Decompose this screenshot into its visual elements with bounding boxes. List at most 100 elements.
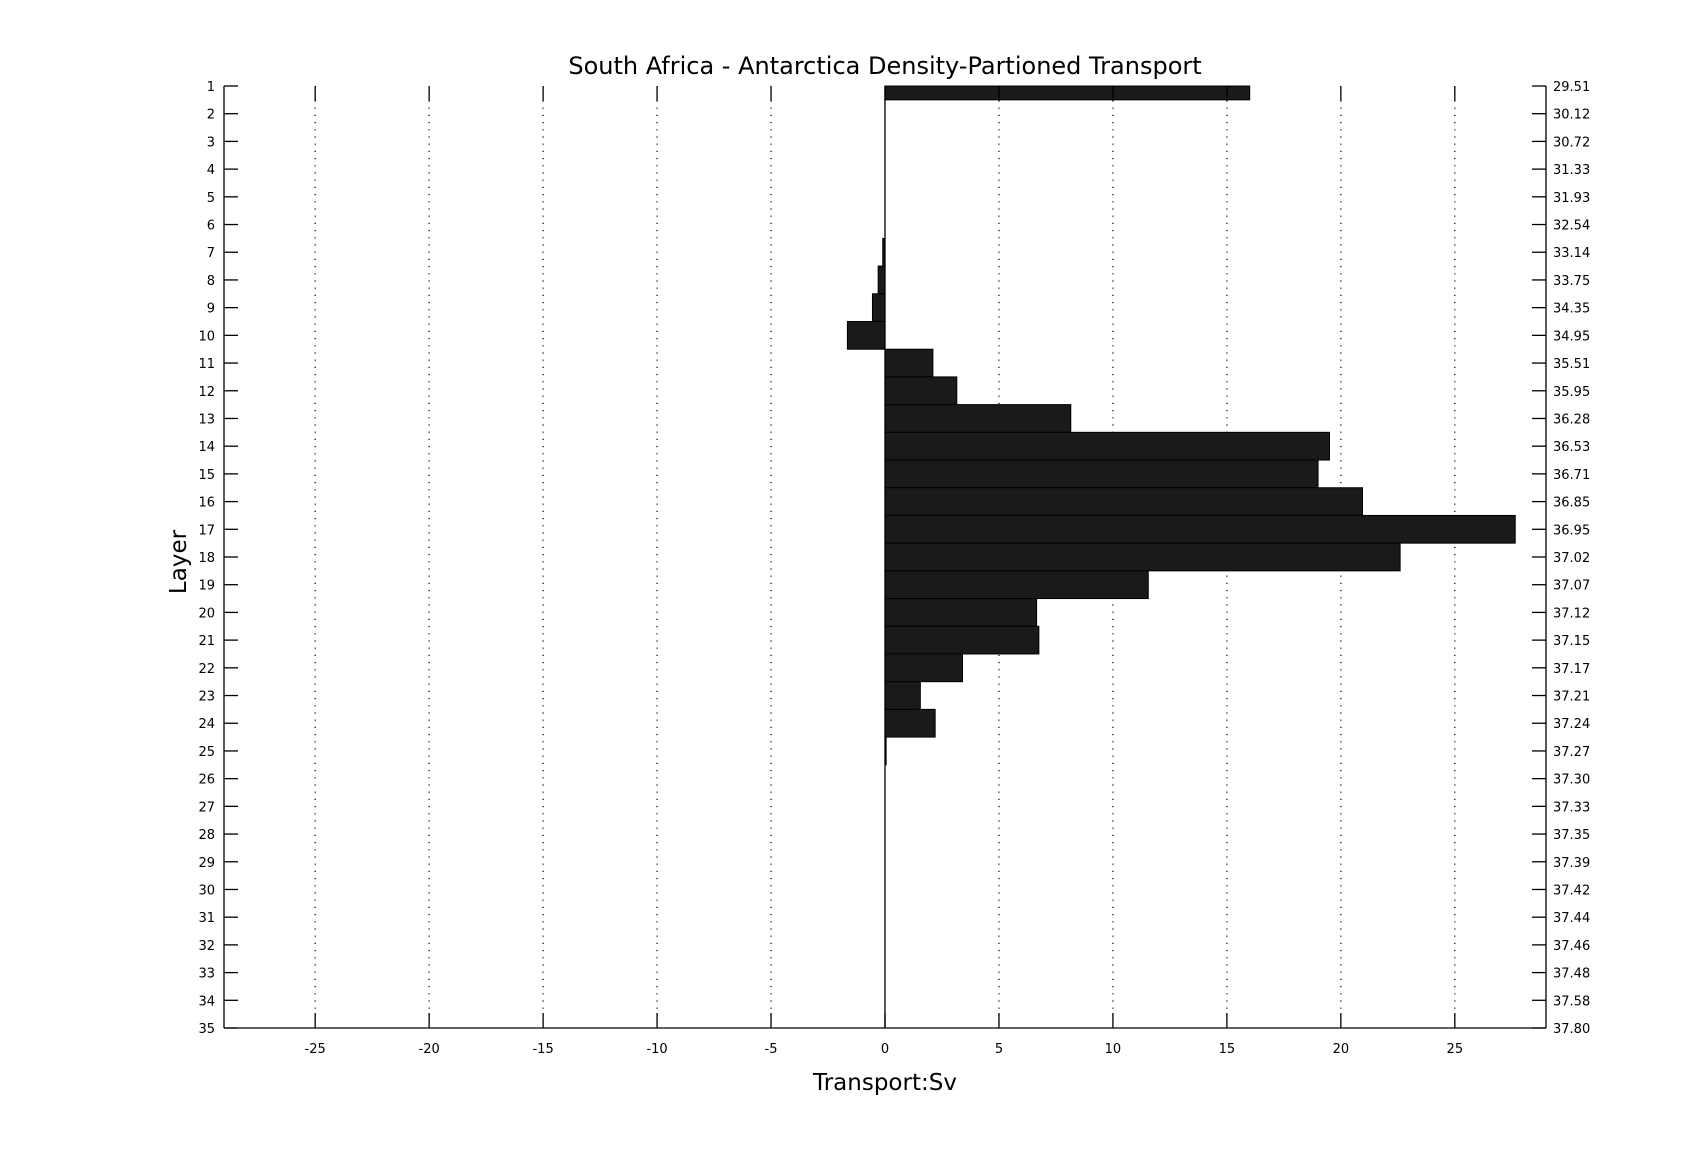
right-axis-label: 34.35 bbox=[1553, 302, 1590, 317]
y-tick-label: 26 bbox=[198, 773, 215, 788]
right-axis-label: 36.85 bbox=[1553, 496, 1590, 511]
bar-layer-15 bbox=[884, 459, 1319, 489]
grid bbox=[314, 86, 1456, 1028]
x-axis-label: Transport:Sv bbox=[812, 1070, 957, 1096]
y-tick-label: 21 bbox=[198, 634, 215, 649]
bar-layer-23 bbox=[884, 681, 921, 710]
x-tick-label: 10 bbox=[1105, 1042, 1122, 1057]
y-tick-label: 23 bbox=[198, 690, 215, 705]
y-tick-label: 35 bbox=[198, 1022, 215, 1037]
right-axis-label: 31.93 bbox=[1553, 191, 1590, 206]
y-tick-label: 11 bbox=[198, 357, 215, 372]
y-tick-label: 18 bbox=[198, 551, 215, 566]
y-tick-label: 5 bbox=[207, 191, 215, 206]
bar-layer-14 bbox=[884, 431, 1330, 461]
right-axis-label: 37.80 bbox=[1553, 1022, 1590, 1037]
y-tick-label: 30 bbox=[198, 883, 215, 898]
right-axis-label: 37.39 bbox=[1553, 856, 1590, 871]
bar-layer-20 bbox=[884, 598, 1038, 627]
y-tick-label: 17 bbox=[198, 523, 215, 538]
y-tick-label: 24 bbox=[198, 717, 215, 732]
y-tick-label: 34 bbox=[198, 994, 215, 1009]
bar-layer-10 bbox=[846, 321, 886, 350]
right-axis-label: 37.12 bbox=[1553, 606, 1590, 621]
bar-layer-21 bbox=[884, 625, 1040, 655]
y-tick-label: 4 bbox=[207, 163, 215, 178]
y-tick-label: 16 bbox=[198, 496, 215, 511]
right-axis-label: 37.35 bbox=[1553, 828, 1590, 843]
y-tick-label: 28 bbox=[198, 828, 215, 843]
x-tick-label: -5 bbox=[765, 1042, 778, 1057]
x-tick-label: -25 bbox=[305, 1042, 326, 1057]
y-tick-label: 3 bbox=[207, 135, 215, 150]
y-tick-label: 33 bbox=[198, 967, 215, 982]
right-axis-label: 37.07 bbox=[1553, 579, 1590, 594]
bar-layer-17 bbox=[884, 514, 1516, 544]
x-tick-label: -20 bbox=[419, 1042, 440, 1057]
right-axis-label: 37.33 bbox=[1553, 800, 1590, 815]
chart-title: South Africa - Antarctica Density-Partio… bbox=[568, 52, 1201, 80]
right-axis-label: 37.27 bbox=[1553, 745, 1590, 760]
y-tick-label: 12 bbox=[198, 385, 215, 400]
bar-layer-12 bbox=[884, 376, 958, 406]
right-axis-label: 37.42 bbox=[1553, 883, 1590, 898]
x-tick-label: 0 bbox=[881, 1042, 889, 1057]
right-axis-label: 37.48 bbox=[1553, 967, 1590, 982]
bar-layer-24 bbox=[884, 708, 936, 738]
axes: -25 -20 -15 -10 -5 0 5 10 15 20 25 1 29.51 2 30.12 3 30.… bbox=[198, 80, 1590, 1057]
y-tick-label: 32 bbox=[198, 939, 215, 954]
right-axis-label: 37.24 bbox=[1553, 717, 1590, 732]
y-tick-label: 6 bbox=[207, 219, 215, 234]
y-tick-label: 7 bbox=[207, 246, 215, 261]
right-axis-label: 33.75 bbox=[1553, 274, 1590, 289]
bar-layer-22 bbox=[884, 653, 963, 683]
y-tick-label: 27 bbox=[198, 800, 215, 815]
bar-layer-13 bbox=[884, 404, 1072, 433]
right-axis-label: 34.95 bbox=[1553, 329, 1590, 344]
y-tick-label: 25 bbox=[198, 745, 215, 760]
right-axis-label: 37.44 bbox=[1553, 911, 1590, 926]
y-tick-label: 8 bbox=[207, 274, 215, 289]
right-axis-label: 29.51 bbox=[1553, 80, 1590, 95]
x-tick-label: 20 bbox=[1333, 1042, 1350, 1057]
bar-layer-9 bbox=[871, 293, 886, 323]
y-tick-label: 1 bbox=[207, 80, 215, 95]
y-tick-label: 13 bbox=[198, 412, 215, 427]
right-axis-label: 35.95 bbox=[1553, 385, 1590, 400]
right-axis-label: 36.95 bbox=[1553, 523, 1590, 538]
right-axis-label: 37.21 bbox=[1553, 690, 1590, 705]
bar-layer-19 bbox=[884, 570, 1149, 600]
y-tick-label: 15 bbox=[198, 468, 215, 483]
y-tick-label: 29 bbox=[198, 856, 215, 871]
right-axis-label: 37.58 bbox=[1553, 994, 1590, 1009]
y-tick-label: 19 bbox=[198, 579, 215, 594]
right-axis-label: 37.46 bbox=[1553, 939, 1590, 954]
bar-layer-1 bbox=[884, 85, 1251, 101]
right-axis-label: 37.15 bbox=[1553, 634, 1590, 649]
x-tick-label: 15 bbox=[1219, 1042, 1236, 1057]
right-axis-label: 30.12 bbox=[1553, 108, 1590, 123]
right-axis-label: 37.30 bbox=[1553, 773, 1590, 788]
right-axis-label: 33.14 bbox=[1553, 246, 1590, 261]
x-tick-label: -10 bbox=[646, 1042, 667, 1057]
y-tick-label: 20 bbox=[198, 606, 215, 621]
right-axis-label: 36.53 bbox=[1553, 440, 1590, 455]
bar-layer-18 bbox=[884, 542, 1401, 572]
x-tick-label: 5 bbox=[995, 1042, 1003, 1057]
right-axis-label: 37.02 bbox=[1553, 551, 1590, 566]
y-tick-label: 9 bbox=[207, 302, 215, 317]
x-tick-label: -15 bbox=[532, 1042, 553, 1057]
y-axis-label: Layer bbox=[166, 529, 192, 594]
right-axis-label: 37.17 bbox=[1553, 662, 1590, 677]
y-tick-label: 2 bbox=[207, 108, 215, 123]
y-tick-label: 14 bbox=[198, 440, 215, 455]
y-tick-label: 22 bbox=[198, 662, 215, 677]
bar-layer-11 bbox=[884, 348, 934, 378]
right-axis-label: 36.28 bbox=[1553, 412, 1590, 427]
y-tick-label: 10 bbox=[198, 329, 215, 344]
right-axis-label: 35.51 bbox=[1553, 357, 1590, 372]
right-axis-label: 36.71 bbox=[1553, 468, 1590, 483]
bars bbox=[846, 85, 1516, 766]
bar-layer-16 bbox=[884, 487, 1364, 516]
